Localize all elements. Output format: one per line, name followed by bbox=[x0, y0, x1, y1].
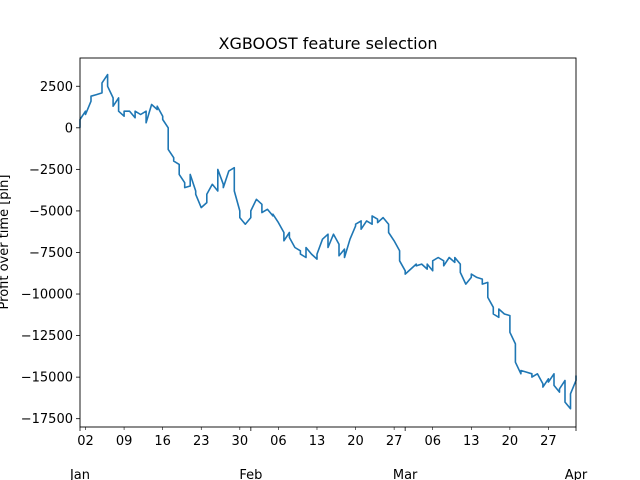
x-minor-tick-label: 13 bbox=[309, 434, 326, 449]
y-tick-label: −17500 bbox=[21, 412, 73, 427]
x-minor-tick-label: 20 bbox=[502, 434, 519, 449]
x-axis: 02 09 16 23 30 06 13 20 27 06 13 20 27 Jan Feb Mar Apr bbox=[69, 427, 588, 480]
x-minor-tick-label: 27 bbox=[386, 434, 403, 449]
profit-line bbox=[79, 73, 577, 410]
x-minor-tick-label: 02 bbox=[77, 434, 94, 449]
x-minor-tick-label: 23 bbox=[193, 434, 210, 449]
x-minor-tick-label: 16 bbox=[154, 434, 171, 449]
y-tick-label: −5000 bbox=[29, 204, 73, 219]
y-tick-label: −2500 bbox=[29, 163, 73, 178]
x-major-tick-label: Jan bbox=[69, 468, 90, 480]
x-minor-tick-label: 30 bbox=[232, 434, 249, 449]
y-axis-label: Profit over time [pln] bbox=[0, 175, 12, 310]
y-tick-label: 2500 bbox=[40, 80, 73, 95]
x-major-tick-label: Mar bbox=[393, 468, 418, 480]
x-minor-tick-label: 06 bbox=[424, 434, 441, 449]
plot-area bbox=[79, 73, 577, 410]
x-minor-tick-label: 13 bbox=[463, 434, 480, 449]
y-tick-label: 0 bbox=[65, 121, 73, 136]
x-minor-tick-label: 09 bbox=[116, 434, 133, 449]
y-axis: 2500 0 −2500 −5000 −7500 −10000 −12500 −15000 −1… bbox=[21, 80, 80, 427]
axes-frame bbox=[79, 57, 577, 428]
x-minor-tick-label: 20 bbox=[347, 434, 364, 449]
y-tick-label: −10000 bbox=[21, 288, 73, 303]
y-tick-label: −12500 bbox=[21, 329, 73, 344]
x-major-tick-label: Feb bbox=[239, 468, 262, 480]
x-major-tick-label: Apr bbox=[565, 468, 588, 480]
x-minor-tick-label: 27 bbox=[540, 434, 557, 449]
chart-title: XGBOOST feature selection bbox=[218, 34, 437, 53]
y-tick-label: −7500 bbox=[29, 246, 73, 261]
y-tick-label: −15000 bbox=[21, 371, 73, 386]
x-minor-tick-label: 06 bbox=[270, 434, 287, 449]
